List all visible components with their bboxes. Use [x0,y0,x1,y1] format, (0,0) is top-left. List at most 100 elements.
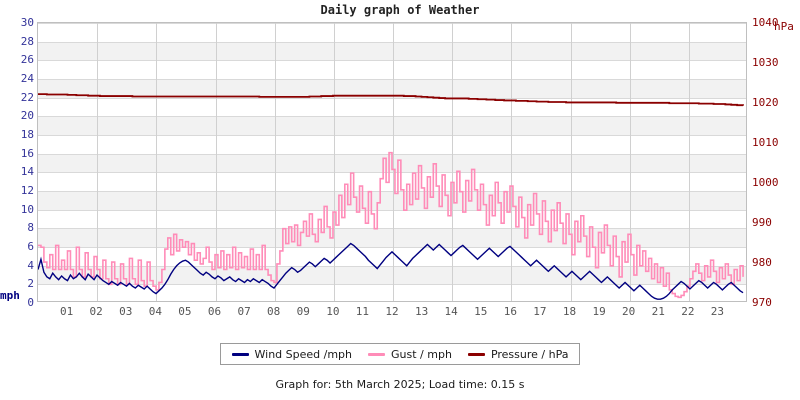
vertical-gridline [689,23,690,301]
y-tick-left: 8 [27,221,34,235]
x-tick: 01 [59,305,74,318]
x-tick: 16 [503,305,517,318]
x-tick: 10 [326,305,340,318]
horizontal-gridline [38,23,746,24]
y-tick-right: 1030 [752,56,779,69]
legend-item[interactable]: Gust / mph [368,348,452,361]
horizontal-gridline [38,42,746,43]
x-tick: 05 [178,305,192,318]
x-tick: 15 [474,305,488,318]
y-tick-right: 980 [752,256,772,269]
page-title: Daily graph of Weather [320,3,480,17]
x-tick: 19 [592,305,606,318]
x-tick: 08 [267,305,281,318]
y-axis-right: 970 980 990 1000 1010 1020 1030 1040 [752,17,800,308]
y-tick-right: 1020 [752,96,779,109]
y-tick-left: 12 [20,184,34,197]
y-tick-left: 2 [27,277,34,291]
horizontal-gridline [38,228,746,229]
y-axis-left-unit: mph [0,289,20,302]
x-tick: 23 [710,305,725,318]
vertical-gridline [156,23,157,301]
vertical-gridline [571,23,572,301]
y-axis-left: 0 2 4 6 8 10 12 14 16 18 20 22 24 26 28 30 [0,17,34,308]
vertical-gridline [97,23,98,301]
legend-label: Gust / mph [391,347,452,361]
legend-item[interactable]: Wind Speed /mph [231,347,353,361]
x-tick: 11 [355,305,370,318]
x-tick: 17 [533,305,547,318]
x-tick: 13 [414,305,429,318]
y-tick-left: 18 [20,128,34,141]
legend: Wind Speed /mph Gust / mph Pressure / hPa [220,343,580,365]
horizontal-gridline [38,79,746,80]
series-wind-speed [38,244,743,300]
x-tick: 14 [444,305,458,318]
horizontal-gridline [38,191,746,192]
grid-band [38,265,746,285]
horizontal-gridline [38,116,746,117]
legend-item[interactable]: Pressure / hPa [467,347,569,361]
legend-label: Pressure / hPa [490,347,569,361]
x-axis: 01 02 03 04 05 06 07 08 09 10 11 12 13 14 15 16 17 18 19 20… [37,305,747,321]
legend-swatch-icon [467,352,485,356]
legend-label: Wind Speed /mph [254,347,353,361]
y-tick-right: 990 [752,216,772,229]
x-tick: 09 [296,305,310,318]
y-tick-left: 6 [27,240,34,253]
plot-area [37,22,747,302]
y-tick-left: 24 [20,72,34,85]
grid-band [38,116,746,135]
x-tick: 02 [89,305,103,318]
legend-swatch-icon [231,352,249,356]
horizontal-gridline [38,60,746,61]
y-tick-left: 14 [20,165,34,179]
x-tick: 21 [651,305,665,318]
x-tick: 20 [622,305,636,318]
y-tick-right: 1000 [752,176,779,189]
y-tick-left: 30 [20,16,34,29]
y-tick-left: 0 [27,296,34,309]
y-tick-left: 28 [20,34,34,48]
y-tick-left: 16 [20,146,34,160]
y-tick-right: 1010 [752,136,779,149]
horizontal-gridline [38,210,746,211]
x-tick: 18 [562,305,577,318]
horizontal-gridline [38,135,746,136]
vertical-gridline [452,23,453,301]
x-tick: 04 [148,305,162,318]
vertical-gridline [630,23,631,301]
vertical-gridline [216,23,217,301]
series-layer [38,23,746,301]
y-axis-right-unit: hPa [774,20,794,33]
horizontal-gridline [38,284,746,285]
series-gust [38,153,743,298]
y-tick-left: 20 [20,109,34,123]
horizontal-gridline [38,98,746,99]
vertical-gridline [511,23,512,301]
y-tick-right: 1040 [752,16,779,29]
y-tick-left: 10 [20,202,34,216]
grid-band [38,41,746,61]
y-tick-left: 26 [20,53,34,67]
horizontal-gridline [38,266,746,267]
grid-band [38,191,746,210]
horizontal-gridline [38,247,746,248]
grid-band [38,79,746,98]
vertical-gridline [393,23,394,301]
footer-caption: Graph for: 5th March 2025; Load time: 0.… [275,378,525,391]
x-tick: 03 [119,305,133,318]
grid-bands [38,23,746,301]
series-pressure [38,94,743,106]
y-tick-left: 22 [20,90,34,104]
vertical-gridline [275,23,276,301]
y-tick-right: 970 [752,296,772,309]
x-tick: 22 [681,305,695,318]
horizontal-gridline [38,172,746,173]
legend-swatch-icon [368,352,386,356]
x-tick: 07 [237,305,251,318]
vertical-gridline [334,23,335,301]
y-tick-left: 4 [27,258,34,272]
x-tick: 12 [385,305,399,318]
